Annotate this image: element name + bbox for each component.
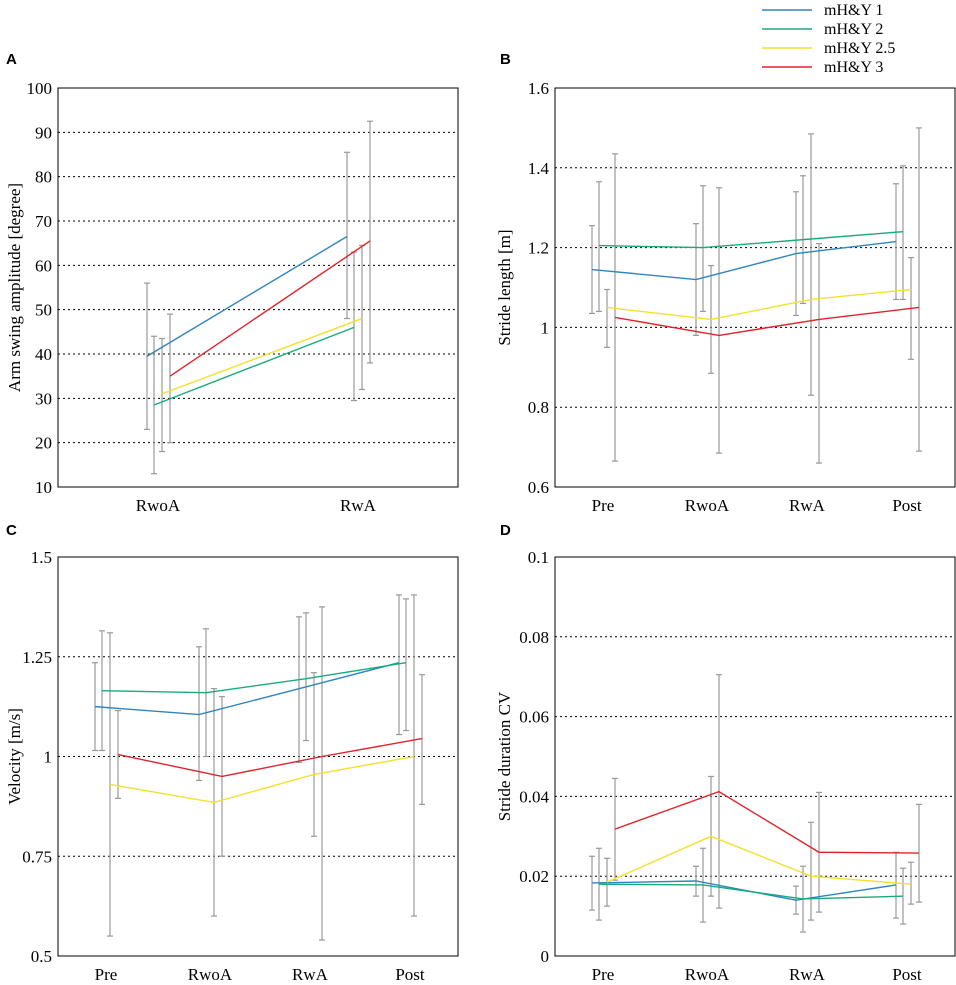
panel-label: D: [500, 522, 511, 539]
y-tick-label: 1.2: [528, 239, 549, 258]
y-axis-label: Arm swing amplitude [degree]: [5, 183, 24, 392]
y-tick-label: 0.6: [528, 478, 549, 497]
legend-label: mH&Y 2.5: [824, 40, 895, 57]
y-tick-label: 20: [35, 434, 52, 453]
series-line-mh-y-1: [94, 662, 400, 716]
y-tick-label: 0.75: [22, 847, 52, 866]
y-tick-label: 0.06: [519, 708, 549, 727]
y-tick-label: 80: [35, 168, 52, 187]
y-tick-label: 1.5: [31, 548, 52, 567]
legend-label: mH&Y 1: [824, 2, 883, 19]
y-tick-label: 30: [35, 389, 52, 408]
y-tick-label: 10: [35, 478, 52, 497]
y-axis-label: Stride duration CV: [495, 691, 514, 821]
series-line-mh-y-2.5: [161, 317, 363, 395]
plot-frame: [554, 87, 956, 488]
series-line-mh-y-3: [117, 737, 423, 778]
y-tick-label: 50: [35, 301, 52, 320]
y-tick-label: 1.6: [528, 79, 549, 98]
y-tick-label: 100: [27, 79, 53, 98]
panel-c: 0.5 0.75 1 1.25 1.5 Pre RwoA RwA Post Velocity [m…: [5, 522, 459, 984]
series-line-mh-y-3: [614, 306, 920, 337]
x-tick-label: RwA: [292, 965, 329, 984]
series-line-mh-y-2: [598, 230, 904, 249]
y-tick-label: 0.5: [31, 947, 52, 966]
panel-label: A: [6, 51, 17, 68]
y-tick-label: 1: [44, 748, 53, 767]
legend-label: mH&Y 3: [824, 59, 883, 76]
legend: mH&Y 1 mH&Y 2 mH&Y 2.5 mH&Y 3: [762, 2, 895, 76]
x-tick-label: RwoA: [188, 965, 233, 984]
y-tick-label: 70: [35, 212, 52, 231]
y-tick-label: 60: [35, 256, 52, 275]
x-tick-label: Pre: [592, 496, 615, 515]
plot-frame: [554, 556, 956, 957]
x-tick-label: RwoA: [136, 496, 181, 515]
series-line-mh-y-1: [146, 235, 348, 357]
plot-frame: [57, 556, 459, 957]
series-line-mh-y-3: [169, 240, 371, 377]
y-tick-label: 0.08: [519, 628, 549, 647]
y-axis-label: Velocity [m/s]: [5, 708, 24, 805]
series-line-mh-y-2: [598, 883, 904, 900]
series-line-mh-y-3: [614, 790, 920, 854]
x-tick-label: Post: [395, 965, 425, 984]
panel-a: 10 20 30 40 50 60 70 80 90 100 RwoA RwA Arm swing am…: [5, 51, 459, 515]
y-tick-label: 40: [35, 345, 52, 364]
x-tick-label: Post: [892, 496, 922, 515]
series-line-mh-y-2: [101, 662, 407, 694]
y-tick-label: 0: [541, 947, 550, 966]
y-tick-label: 1.4: [528, 159, 550, 178]
panel-b: 0.6 0.8 1 1.2 1.4 1.6 Pre RwoA RwA Post Stride len…: [495, 51, 956, 515]
x-tick-label: RwoA: [685, 496, 730, 515]
x-tick-label: Pre: [592, 965, 615, 984]
legend-label: mH&Y 2: [824, 21, 883, 38]
panel-label: B: [500, 51, 511, 68]
y-tick-label: 0.8: [528, 398, 549, 417]
x-tick-label: RwoA: [685, 965, 730, 984]
x-tick-label: RwA: [789, 496, 826, 515]
y-tick-label: 0.1: [528, 548, 549, 567]
series-line-mh-y-2.5: [109, 755, 415, 804]
x-tick-label: RwA: [789, 965, 826, 984]
panel-label: C: [6, 522, 17, 539]
x-tick-label: Pre: [95, 965, 118, 984]
x-tick-label: Post: [892, 965, 922, 984]
series-line-mh-y-1: [591, 240, 897, 281]
y-tick-label: 0.04: [519, 787, 549, 806]
y-axis-label: Stride length [m]: [495, 229, 514, 345]
series-line-mh-y-2.5: [606, 835, 912, 885]
plot-frame: [57, 87, 459, 488]
panel-d: 0 0.02 0.04 0.06 0.08 0.1 Pre RwoA RwA Post Stride…: [495, 522, 956, 984]
series-line-mh-y-2.5: [606, 288, 912, 321]
y-tick-label: 1: [541, 318, 550, 337]
series-line-mh-y-2: [153, 326, 355, 406]
y-tick-label: 1.25: [22, 648, 52, 667]
x-tick-label: RwA: [340, 496, 377, 515]
y-tick-label: 90: [35, 123, 52, 142]
y-tick-label: 0.02: [519, 867, 549, 886]
